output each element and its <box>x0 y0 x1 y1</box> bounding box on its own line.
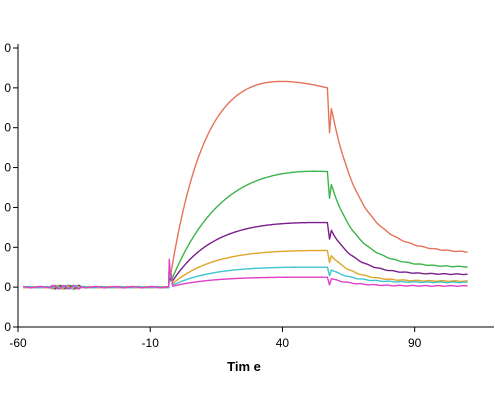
y-tick-label: 0 <box>4 200 11 214</box>
y-tick-label: 0 <box>4 41 11 55</box>
y-tick-label: 0 <box>4 280 11 294</box>
series-line <box>23 221 468 290</box>
x-tick-label: 40 <box>276 336 290 350</box>
y-tick-label: 0 <box>4 240 11 254</box>
series-line <box>23 170 468 290</box>
x-axis-title: Tim e <box>227 359 261 374</box>
y-tick-label: 0 <box>4 121 11 135</box>
series-line <box>23 258 468 290</box>
series-layer <box>23 80 468 290</box>
series-line <box>23 249 468 290</box>
y-tick-label: 0 <box>4 320 11 334</box>
y-tick-label: 0 <box>4 161 11 175</box>
y-tick-label: 0 <box>4 81 11 95</box>
axes-layer: 0 0 0 0 0 0 0 0 -60 -10 40 90 <box>4 41 494 350</box>
x-tick-label: -60 <box>9 336 27 350</box>
x-tick-label: 90 <box>408 336 422 350</box>
x-tick-label: -10 <box>142 336 160 350</box>
